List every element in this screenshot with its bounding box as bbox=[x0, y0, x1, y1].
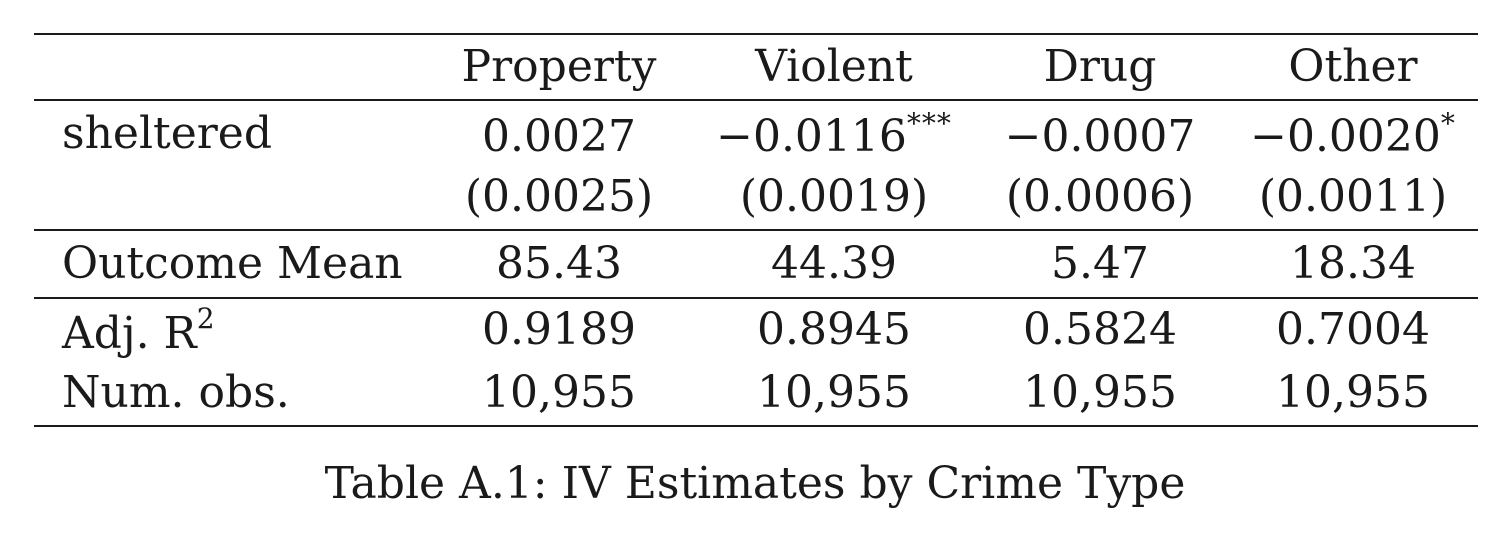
coef-cell-property: 0.0027 bbox=[422, 99, 696, 165]
table-row-adj-r2: Adj. R2 0.9189 0.8945 0.5824 0.7004 bbox=[34, 297, 1478, 361]
superscript-two: 2 bbox=[196, 301, 215, 335]
coef-cell-violent: −0.0116*** bbox=[696, 99, 972, 165]
r2-cell-drug: 0.5824 bbox=[972, 297, 1228, 361]
row-label-sheltered: sheltered bbox=[34, 99, 422, 165]
coef-value: −0.0116 bbox=[716, 110, 907, 162]
coef-cell-other: −0.0020* bbox=[1228, 99, 1478, 165]
iv-estimates-table: Property Violent Drug Other sheltered 0.… bbox=[34, 33, 1478, 427]
column-header-property: Property bbox=[422, 33, 696, 100]
se-cell-violent: (0.0019) bbox=[739, 171, 929, 222]
obs-cell-property: 10,955 bbox=[422, 361, 696, 427]
regression-table-container: Property Violent Drug Other sheltered 0.… bbox=[34, 33, 1478, 427]
header-stub bbox=[34, 33, 422, 100]
mean-cell-property: 85.43 bbox=[422, 229, 696, 298]
table-row-sheltered-coef: sheltered 0.0027 −0.0116*** −0.0007 −0.0… bbox=[34, 99, 1478, 165]
header-row: Property Violent Drug Other bbox=[34, 33, 1478, 100]
column-header-other: Other bbox=[1228, 33, 1478, 100]
obs-cell-drug: 10,955 bbox=[972, 361, 1228, 427]
significance-stars: *** bbox=[906, 106, 952, 140]
table-row-sheltered-se: (0.0025) (0.0019) (0.0006) (0.0011) bbox=[34, 165, 1478, 230]
row-label-outcome-mean: Outcome Mean bbox=[34, 229, 422, 298]
adj-r-label: Adj. R bbox=[62, 307, 197, 359]
coef-cell-drug: −0.0007 bbox=[972, 99, 1228, 165]
row-label-adj-r2: Adj. R2 bbox=[34, 297, 422, 361]
mean-cell-violent: 44.39 bbox=[696, 229, 972, 298]
obs-cell-violent: 10,955 bbox=[696, 361, 972, 427]
se-cell-property: (0.0025) bbox=[464, 171, 654, 222]
mean-cell-drug: 5.47 bbox=[972, 229, 1228, 298]
obs-cell-other: 10,955 bbox=[1228, 361, 1478, 427]
significance-stars: * bbox=[1440, 106, 1456, 140]
table-caption: Table A.1: IV Estimates by Crime Type bbox=[324, 458, 1186, 509]
r2-cell-other: 0.7004 bbox=[1228, 297, 1478, 361]
mean-cell-other: 18.34 bbox=[1228, 229, 1478, 298]
row-label-empty bbox=[34, 165, 422, 230]
column-header-violent: Violent bbox=[696, 33, 972, 100]
column-header-drug: Drug bbox=[972, 33, 1228, 100]
se-cell-other: (0.0011) bbox=[1258, 171, 1448, 222]
coef-value: 0.0027 bbox=[482, 110, 636, 162]
row-label-num-obs: Num. obs. bbox=[34, 361, 422, 427]
r2-cell-violent: 0.8945 bbox=[696, 297, 972, 361]
coef-value: −0.0020 bbox=[1250, 110, 1441, 162]
r2-cell-property: 0.9189 bbox=[422, 297, 696, 361]
coef-value: −0.0007 bbox=[1004, 110, 1196, 162]
se-cell-drug: (0.0006) bbox=[1005, 171, 1195, 222]
table-row-outcome-mean: Outcome Mean 85.43 44.39 5.47 18.34 bbox=[34, 229, 1478, 298]
table-row-num-obs: Num. obs. 10,955 10,955 10,955 10,955 bbox=[34, 361, 1478, 427]
